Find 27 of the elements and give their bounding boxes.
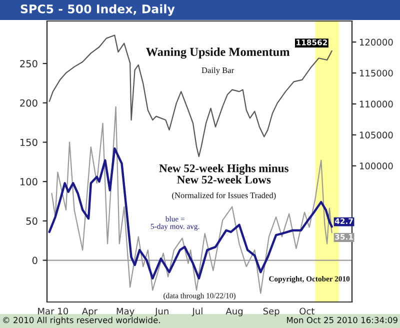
annotation: (Normalized for Issues Traded) xyxy=(172,192,276,200)
line-series xyxy=(48,34,332,158)
y2-tick-label: 105000 xyxy=(360,132,393,138)
annotation: Daily Bar xyxy=(202,67,234,75)
x-tick-label: May xyxy=(116,308,134,316)
y-tick-label: 200 xyxy=(20,99,38,107)
x-tick-label: Jul xyxy=(192,308,202,316)
y-tick-label: 250 xyxy=(20,60,38,68)
annotation: New 52-week Highs minus New 52-week Lows xyxy=(159,164,288,184)
y2-tick-label: 115000 xyxy=(360,70,393,77)
x-tick-label: Mar 10 xyxy=(38,308,68,315)
y2-tick-label: 120000 xyxy=(360,38,393,46)
x-tick-label: Jun xyxy=(154,308,168,316)
y-tick-label: 0 xyxy=(32,256,38,264)
chart-title: SPC5 - 500 Index, Daily xyxy=(20,4,175,16)
x-tick-label: Aug xyxy=(226,308,243,316)
x-tick-label: Apr xyxy=(82,308,98,316)
y2-tick-label: 100000 xyxy=(360,162,393,170)
x-tick-label: Oct xyxy=(300,308,314,315)
y-tick-label: 100 xyxy=(20,178,38,186)
annotation: Waning Upside Momentum xyxy=(146,47,290,59)
y2-tick-label: 110000 xyxy=(360,100,393,108)
text: Mon Oct 25 2010 16:34:09 xyxy=(287,316,398,324)
y-tick-label: 50 xyxy=(26,217,38,225)
text: © 2010 All rights reserved worldwide. xyxy=(3,316,160,325)
y-tick-label: 150 xyxy=(20,138,38,146)
x-tick-label: Sep xyxy=(263,308,280,316)
